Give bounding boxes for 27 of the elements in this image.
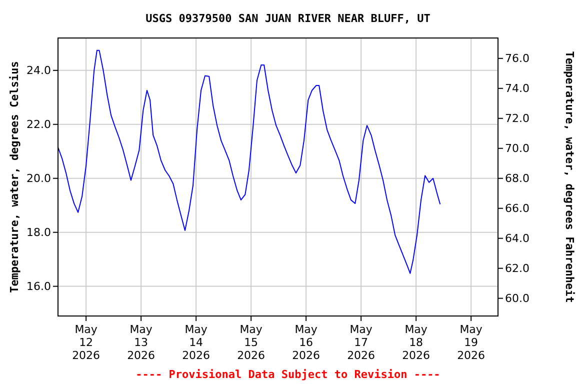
y2-tick-label: 76.0 xyxy=(505,52,530,66)
y2-tick-label: 62.0 xyxy=(505,262,530,276)
y2-tick-label: 68.0 xyxy=(505,172,530,186)
y2-tick-label: 60.0 xyxy=(505,292,530,306)
y-tick-label: 24.0 xyxy=(26,64,51,78)
y2-tick-label: 74.0 xyxy=(505,82,530,96)
chart-title: USGS 09379500 SAN JUAN RIVER NEAR BLUFF, UT xyxy=(146,12,431,25)
x-tick-label: May 16 2026 xyxy=(292,323,320,362)
x-tick-label: May 13 2026 xyxy=(127,323,156,362)
line-series xyxy=(58,50,441,274)
y2-tick-label: 64.0 xyxy=(505,232,530,246)
x-tick-label: May 14 2026 xyxy=(182,323,210,362)
y-tick-label: 20.0 xyxy=(26,172,51,186)
y-tick-label: 18.0 xyxy=(26,226,51,240)
y-axis-title: Temperature, water, degrees Celsius xyxy=(8,61,21,293)
x-tick-label: May 18 2026 xyxy=(402,323,430,362)
y-tick-label: 22.0 xyxy=(26,118,51,132)
x-tick-label: May 19 2026 xyxy=(457,323,486,362)
y2-tick-label: 70.0 xyxy=(505,142,530,156)
x-tick-label: May 15 2026 xyxy=(237,323,266,362)
x-tick-label: May 12 2026 xyxy=(72,323,100,362)
x-tick-label: May 17 2026 xyxy=(347,323,376,362)
y2-axis-title: Temperature, water, degrees Fahrenheit xyxy=(563,51,576,303)
text: ---- Provisional Data Subject to Revision ---- xyxy=(136,368,440,381)
y2-tick-label: 72.0 xyxy=(505,112,530,126)
y2-tick-label: 66.0 xyxy=(505,202,530,216)
y-tick-label: 16.0 xyxy=(26,280,51,294)
